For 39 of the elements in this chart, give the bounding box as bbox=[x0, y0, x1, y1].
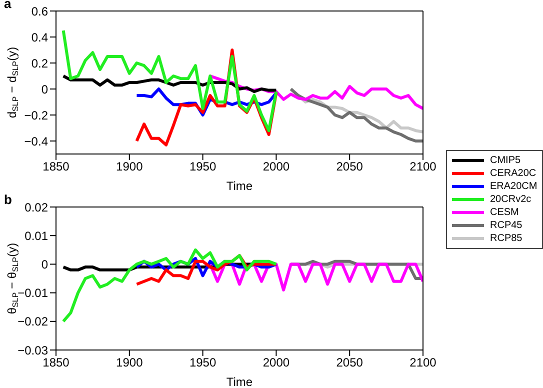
legend-label: 20CRv2c bbox=[490, 194, 532, 205]
y-tick-label: −0.4 bbox=[24, 134, 48, 148]
line-series bbox=[62, 29, 278, 132]
x-tick-label: 2100 bbox=[410, 356, 437, 370]
x-tick-label: 2050 bbox=[336, 356, 364, 370]
legend-label: ERA20CM bbox=[490, 181, 538, 192]
x-tick-label: 2000 bbox=[262, 160, 290, 174]
x-tick-label: 1850 bbox=[42, 160, 70, 174]
x-tick-label: 1850 bbox=[42, 356, 70, 370]
line-series bbox=[208, 262, 423, 292]
y-tick-label: −0.01 bbox=[18, 286, 48, 300]
y-tick-label: 0.02 bbox=[24, 200, 48, 214]
y-tick-label: 0 bbox=[41, 257, 48, 272]
y-tick-label: −0.2 bbox=[24, 108, 48, 122]
x-axis-title: Time bbox=[226, 179, 253, 193]
x-tick-label: 1900 bbox=[116, 356, 144, 370]
legend-label: RCP45 bbox=[490, 220, 522, 231]
y-tick-label: −0.02 bbox=[18, 314, 48, 329]
y-tick-label: 0 bbox=[41, 82, 48, 96]
x-tick-label: 2100 bbox=[410, 160, 437, 174]
line-series bbox=[62, 248, 278, 323]
chart-title: a bbox=[4, 0, 12, 11]
x-tick-label: 2050 bbox=[336, 160, 364, 174]
x-tick-label: 1950 bbox=[189, 356, 216, 370]
x-tick-label: 2000 bbox=[262, 356, 290, 370]
x-tick-label: 1950 bbox=[189, 160, 216, 174]
y-tick-label: −0.03 bbox=[18, 343, 48, 358]
x-tick-label: 1900 bbox=[116, 160, 144, 174]
legend-label: RCP85 bbox=[490, 233, 522, 244]
legend-label: CERA20C bbox=[490, 168, 536, 179]
x-axis-title: Time bbox=[226, 375, 253, 388]
y-tick-label: 0.6 bbox=[31, 4, 48, 18]
legend-label: CMIP5 bbox=[490, 155, 521, 166]
y-tick-label: 0.4 bbox=[31, 30, 48, 44]
chart-title: b bbox=[4, 192, 12, 207]
line-series bbox=[289, 88, 423, 142]
y-tick-label: 0.2 bbox=[31, 56, 48, 70]
legend-label: CESM bbox=[490, 207, 519, 218]
y-tick-label: 0.01 bbox=[24, 228, 48, 243]
